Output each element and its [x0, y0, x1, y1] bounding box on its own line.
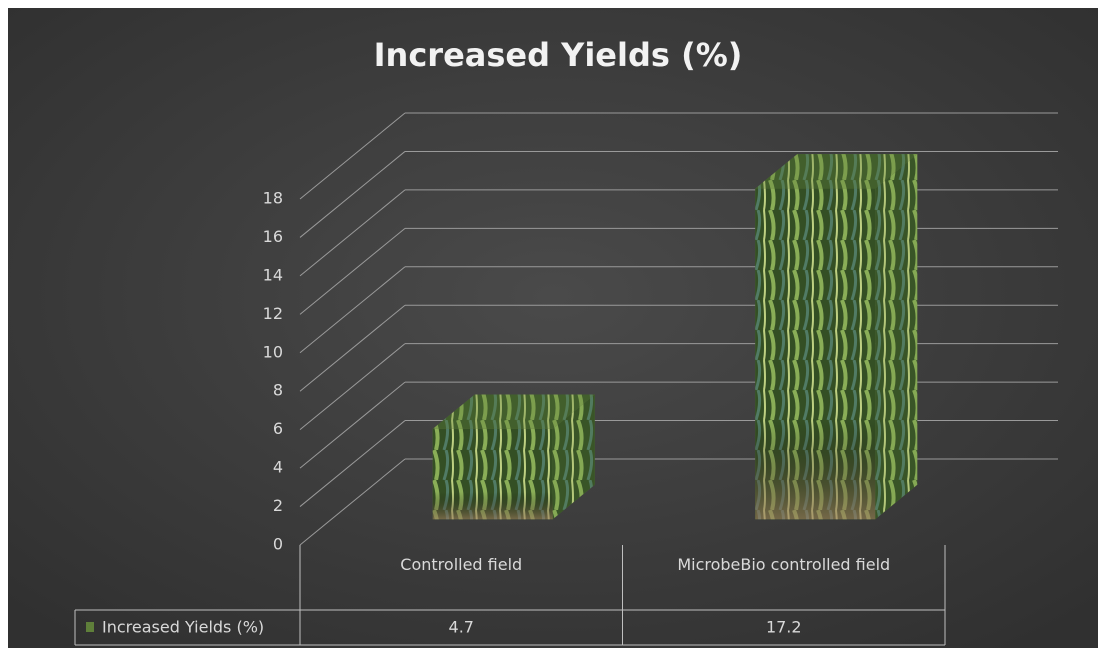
bar-top-texture	[755, 154, 918, 189]
legend-label: Increased Yields (%)	[102, 618, 264, 637]
bar-top-texture	[432, 394, 595, 429]
y-tick-label: 16	[263, 227, 283, 246]
grid-line-side	[299, 343, 406, 431]
legend-key	[86, 622, 94, 632]
y-tick-label: 8	[273, 381, 283, 400]
bar-soil	[432, 428, 553, 520]
grid-line-side	[299, 266, 406, 354]
x-tick-label: Controlled field	[400, 555, 523, 574]
bar-soil	[755, 188, 876, 520]
chart-title: Increased Yields (%)	[374, 36, 743, 74]
grid-line-side	[299, 227, 406, 315]
y-tick-label: 2	[273, 496, 283, 515]
y-tick-label: 10	[263, 342, 283, 361]
bar-side-texture	[875, 154, 918, 520]
x-tick-label: MicrobeBio controlled field	[677, 555, 891, 574]
grid-line-side	[299, 381, 406, 469]
y-tick-label: 18	[263, 189, 283, 208]
table-value: 17.2	[766, 618, 802, 637]
y-tick-label: 14	[263, 265, 283, 284]
grid-line-side	[299, 112, 406, 200]
table-value: 4.7	[449, 618, 474, 637]
y-tick-label: 0	[273, 535, 283, 554]
y-tick-label: 4	[273, 458, 283, 477]
grid-line-side	[299, 151, 406, 238]
grid-line-side	[299, 458, 406, 546]
bar-side-texture	[552, 394, 595, 520]
y-tick-label: 12	[263, 304, 283, 323]
grid-line-side	[299, 304, 406, 392]
y-tick-label: 6	[273, 419, 283, 438]
grid-line-side	[299, 189, 406, 277]
grid-line-side	[299, 420, 406, 507]
